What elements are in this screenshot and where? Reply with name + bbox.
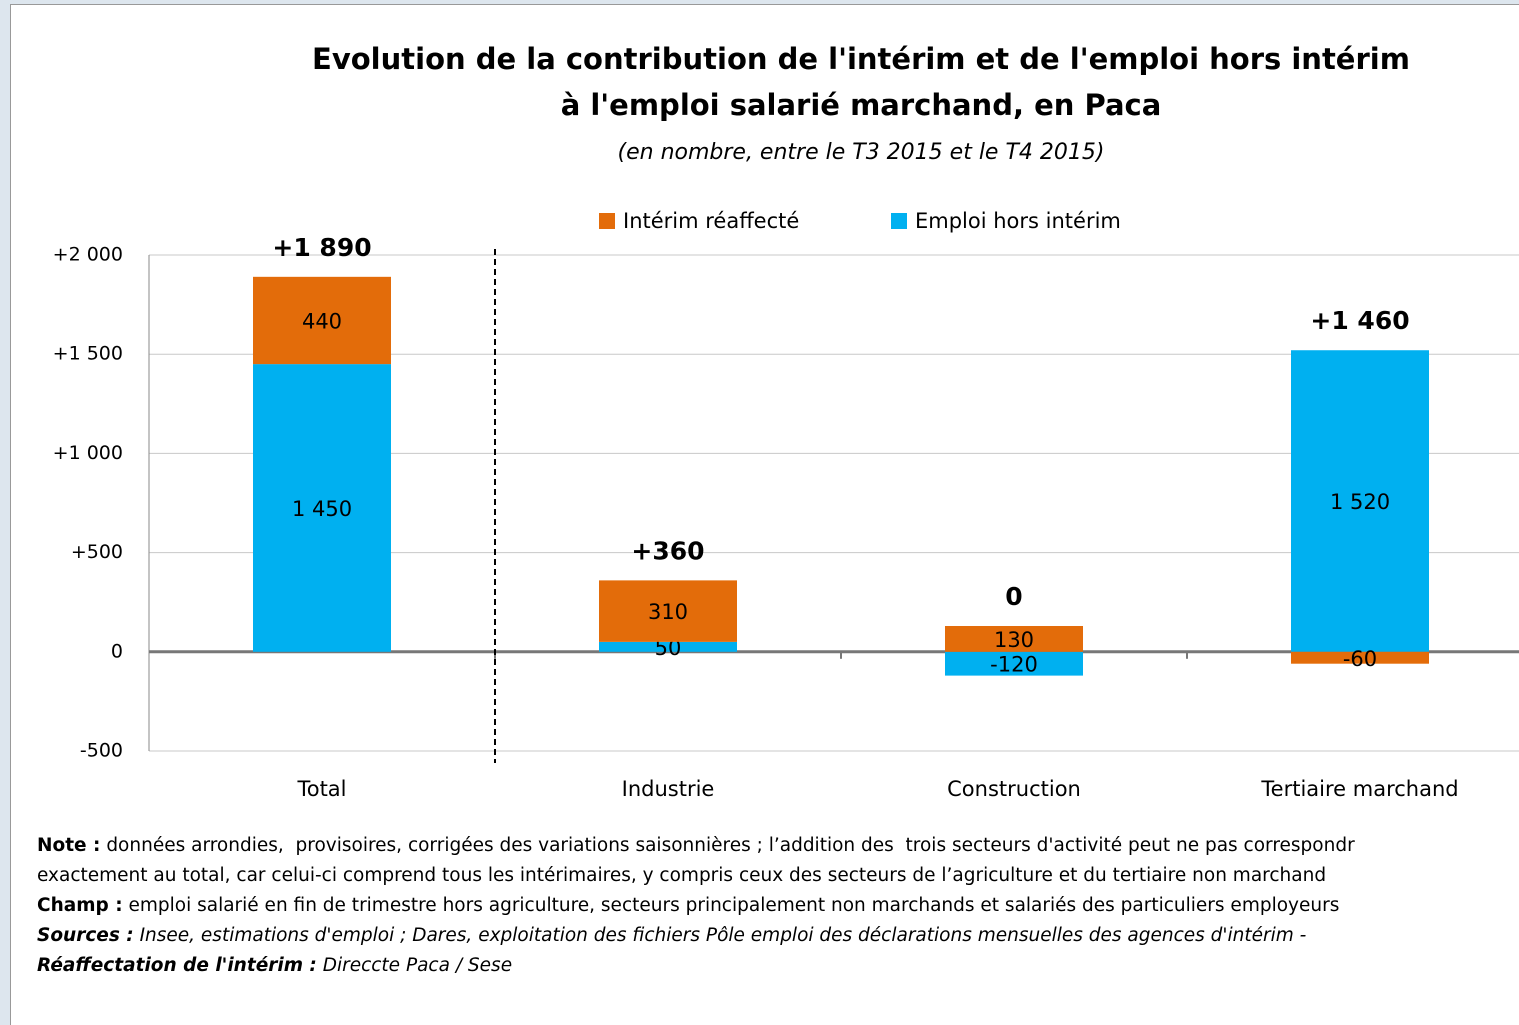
bar-segment bbox=[599, 641, 737, 652]
total-label: +1 890 bbox=[272, 233, 371, 262]
value-label: -60 bbox=[1343, 647, 1377, 671]
y-tick-label: +2 000 bbox=[53, 244, 123, 266]
bar-segment bbox=[945, 626, 1083, 652]
note-label: Réaffectation de l'intérim : bbox=[37, 955, 317, 976]
bar-segment bbox=[1291, 651, 1429, 664]
value-label: 440 bbox=[302, 309, 342, 333]
y-tick-label: +1 000 bbox=[53, 442, 123, 464]
note-label: Champ : bbox=[37, 895, 123, 916]
chart: Evolution de la contribution de l'intéri… bbox=[53, 42, 1519, 801]
x-tick-label: Construction bbox=[947, 777, 1081, 801]
y-tick-label: -500 bbox=[80, 740, 123, 762]
chart-title: Evolution de la contribution de l'intéri… bbox=[312, 42, 1410, 76]
note-text: Insee, estimations d'emploi ; Dares, exp… bbox=[133, 925, 1307, 946]
note-line: Note : données arrondies, provisoires, c… bbox=[37, 831, 1517, 861]
legend-swatch bbox=[891, 213, 907, 229]
x-tick-label: Industrie bbox=[622, 777, 715, 801]
total-label: +1 460 bbox=[1310, 306, 1409, 335]
note-text: Direccte Paca / Sese bbox=[316, 955, 513, 976]
note-text: exactement au total, car celui-ci compre… bbox=[37, 865, 1327, 886]
legend-label: Emploi hors intérim bbox=[915, 209, 1121, 233]
y-tick-label: +1 500 bbox=[53, 343, 123, 365]
chart-panel: Evolution de la contribution de l'intéri… bbox=[10, 4, 1519, 1025]
note-line: Champ : emploi salarié en fin de trimest… bbox=[37, 891, 1517, 921]
value-label: 130 bbox=[994, 628, 1034, 652]
bar-segment bbox=[1291, 350, 1429, 652]
note-line: Réaffectation de l'intérim : Direccte Pa… bbox=[37, 951, 1517, 981]
y-tick-label: 0 bbox=[111, 640, 123, 662]
total-label: +360 bbox=[631, 536, 704, 565]
note-line: exactement au total, car celui-ci compre… bbox=[37, 861, 1517, 891]
note-label: Note : bbox=[37, 835, 101, 856]
y-tick-label: +500 bbox=[71, 541, 123, 563]
chart-subtitle: (en nombre, entre le T3 2015 et le T4 20… bbox=[618, 140, 1105, 165]
value-label: 1 450 bbox=[292, 497, 352, 521]
total-label: 0 bbox=[1005, 582, 1022, 611]
bar-segment bbox=[945, 651, 1083, 676]
note-text: données arrondies, provisoires, corrigée… bbox=[100, 835, 1355, 856]
notes: Note : données arrondies, provisoires, c… bbox=[37, 831, 1517, 981]
note-label: Sources : bbox=[37, 925, 134, 946]
bar-segment bbox=[253, 276, 391, 365]
note-line: Sources : Insee, estimations d'emploi ; … bbox=[37, 921, 1517, 951]
bar-segment bbox=[599, 580, 737, 642]
legend-label: Intérim réaffecté bbox=[623, 209, 799, 233]
value-label: 1 520 bbox=[1330, 490, 1390, 514]
value-label: -120 bbox=[990, 653, 1038, 677]
bar-segment bbox=[253, 364, 391, 652]
chart-title: à l'emploi salarié marchand, en Paca bbox=[561, 88, 1162, 122]
x-tick-label: Tertiaire marchand bbox=[1260, 777, 1458, 801]
note-text: emploi salarié en fin de trimestre hors … bbox=[122, 895, 1340, 916]
legend-swatch bbox=[599, 213, 615, 229]
value-label: 310 bbox=[648, 600, 688, 624]
x-tick-label: Total bbox=[296, 777, 346, 801]
